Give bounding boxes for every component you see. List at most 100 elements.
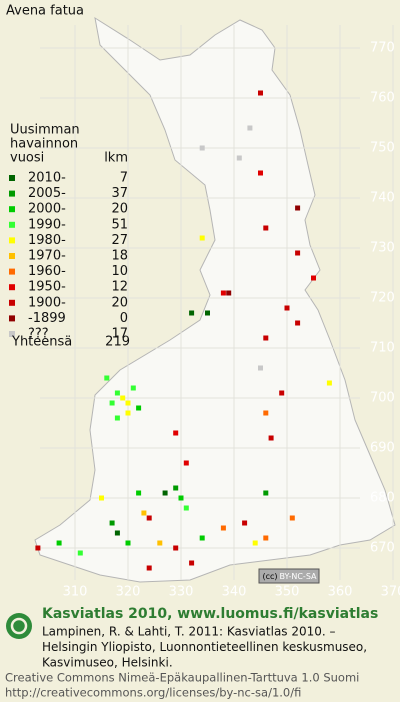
cc-badge: (cc) BY-NC-SA <box>258 568 320 584</box>
occurrence-square <box>146 515 152 521</box>
occurrence-square <box>109 520 115 526</box>
occurrence-square <box>125 410 131 416</box>
legend-label: 1990- <box>28 217 66 232</box>
occurrence-square <box>173 485 179 491</box>
occurrence-square <box>311 275 316 281</box>
occurrence-square <box>146 565 152 571</box>
occurrence-square <box>258 90 263 96</box>
legend-count: 20 <box>111 295 128 310</box>
occurrence-square <box>114 390 120 396</box>
y-tick-label: 680 <box>370 491 395 506</box>
legend-count: 27 <box>111 233 128 248</box>
legend-count: 0 <box>120 311 128 326</box>
occurrence-square <box>104 375 110 381</box>
badge-box <box>258 568 320 584</box>
citation-line: Kasvimuseo, Helsinki. <box>42 656 173 670</box>
occurrence-square <box>77 550 83 556</box>
occurrence-square <box>220 290 226 296</box>
occurrence-square <box>252 540 258 546</box>
x-tick-label: 340 <box>222 585 247 600</box>
occurrence-square <box>279 390 285 396</box>
y-tick-label: 770 <box>370 41 395 56</box>
occurrence-square <box>114 415 120 421</box>
occurrence-square <box>114 530 120 536</box>
legend-swatch <box>9 284 15 291</box>
occurrence-square <box>258 170 263 176</box>
legend-count: 17 <box>111 327 128 342</box>
occurrence-square <box>56 540 62 546</box>
y-tick-label: 730 <box>370 241 395 256</box>
occurrence-square <box>173 430 179 436</box>
legend-heading: havainnon <box>10 137 78 152</box>
citation-line: Lampinen, R. & Lahti, T. 2011: Kasviatla… <box>42 625 336 639</box>
legend-count: 12 <box>111 280 128 295</box>
license-line: Creative Commons Nimeä-Epäkaupallinen-Ta… <box>5 671 359 685</box>
occurrence-square <box>258 365 263 371</box>
occurrence-square <box>183 505 189 511</box>
occurrence-square <box>205 310 210 316</box>
logo-circle <box>6 613 32 639</box>
occurrence-square <box>242 520 248 526</box>
occurrence-square <box>199 535 205 541</box>
legend-label: -1899 <box>28 311 66 326</box>
legend-swatch <box>9 237 15 244</box>
legend-label: 2010- <box>28 171 66 186</box>
footer-title: Kasviatlas 2010, www.luomus.fi/kasviatla… <box>42 606 378 622</box>
occurrence-square <box>263 410 269 416</box>
occurrence-square <box>35 545 41 551</box>
legend-label: 1970- <box>28 249 66 264</box>
occurrence-square <box>236 155 242 161</box>
legend-swatch <box>9 331 15 337</box>
occurrence-square <box>141 510 147 516</box>
y-tick-label: 750 <box>370 141 395 156</box>
legend-label: 1950- <box>28 280 66 295</box>
legend-swatch <box>9 206 15 213</box>
occurrence-square <box>130 385 136 391</box>
legend-count: 10 <box>111 264 128 279</box>
occurrence-square <box>120 395 126 401</box>
occurrence-square <box>226 290 232 296</box>
legend-label: 1960- <box>28 264 66 279</box>
occurrence-square <box>109 400 115 406</box>
legend-label: 2000- <box>28 202 66 217</box>
legend-swatch <box>9 190 15 197</box>
badge-icon: (cc) <box>262 572 277 581</box>
occurrence-square <box>263 335 269 341</box>
x-tick-label: 310 <box>63 585 88 600</box>
occurrence-square <box>295 320 301 326</box>
legend-total-label: Yhteensä <box>11 335 72 350</box>
occurrence-square <box>178 495 184 501</box>
occurrence-square <box>263 490 269 496</box>
occurrence-square <box>125 540 131 546</box>
citation-line: Helsingin Yliopisto, Luonnontieteellinen… <box>42 640 367 654</box>
occurrence-square <box>162 490 168 496</box>
legend-swatch <box>9 221 15 228</box>
occurrence-square <box>157 540 163 546</box>
legend-count: 51 <box>111 217 128 232</box>
occurrence-square <box>199 235 205 241</box>
x-tick-label: 350 <box>275 585 300 600</box>
grid <box>40 25 394 580</box>
legend-count: 18 <box>111 249 128 264</box>
map-title: Avena fatua <box>6 4 84 19</box>
logo-swirl <box>10 617 28 635</box>
legend-heading: vuosi <box>10 151 44 166</box>
legend-count: 7 <box>120 171 128 186</box>
legend-swatch <box>9 315 15 322</box>
occurrence-square <box>136 405 142 411</box>
occurrence-square <box>295 205 301 211</box>
legend-swatch <box>9 175 15 181</box>
occurrence-square <box>189 310 195 316</box>
legend-swatch <box>9 253 15 259</box>
legend-label: 2005- <box>28 186 66 201</box>
occurrence-square <box>125 400 131 406</box>
legend-swatch <box>9 299 15 306</box>
occurrence-square <box>268 435 274 441</box>
occurrence-square <box>326 380 332 386</box>
occurrence-square <box>284 305 290 311</box>
y-tick-label: 690 <box>370 441 395 456</box>
occurrence-square <box>247 125 253 131</box>
logo <box>6 613 32 639</box>
legend-swatch <box>9 268 15 275</box>
